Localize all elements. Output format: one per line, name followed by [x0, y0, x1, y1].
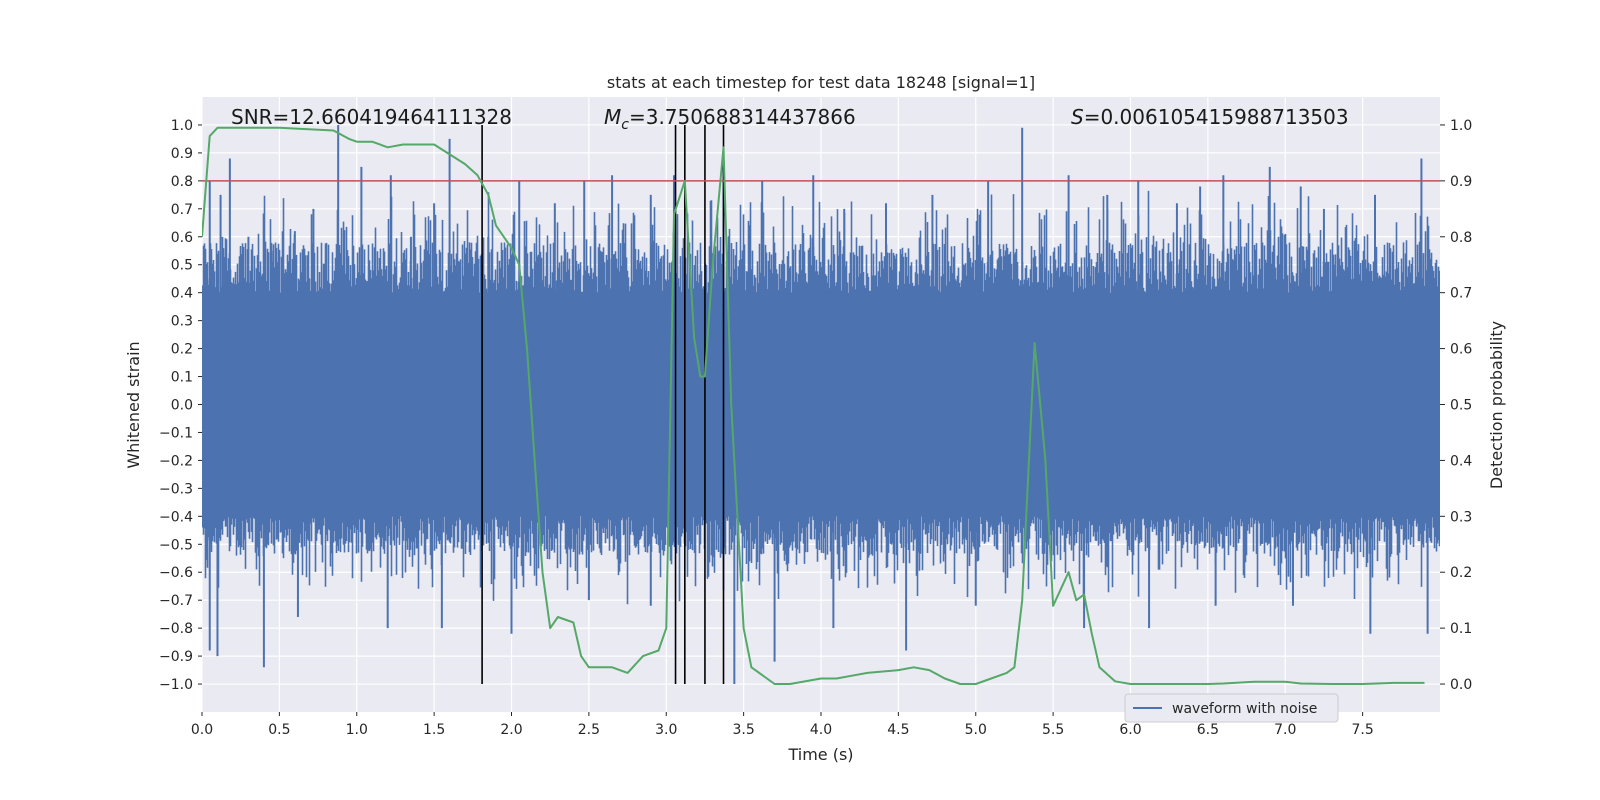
- y-ticks: 1.0 0.9 0.8 0.7 0.6 0.5 0.4 0.3 0.2 0.1 0.0 −0.1 −0.…: [159, 118, 202, 693]
- chart-title: stats at each timestep for test data 182…: [607, 73, 1035, 92]
- detection-probability-series: [202, 126, 1425, 685]
- x-ticks: 0.0 0.5 1.0 1.5 2.0 2.5 3.0 3.5 4.0 4.5 5.0 5.5 6.0 6…: [191, 712, 1374, 738]
- detection-probability-line: [202, 126, 1425, 685]
- y-tick-label: −0.8: [159, 621, 193, 637]
- y2-tick-label: 0.1: [1450, 621, 1472, 637]
- s-symbol: S: [1071, 105, 1084, 129]
- y2-tick-label: 1.0: [1450, 118, 1472, 134]
- y-tick-label: −0.6: [159, 565, 193, 581]
- y-tick-label: −0.7: [159, 593, 193, 609]
- x-tick-label: 1.5: [423, 722, 445, 738]
- y-tick-label: −0.9: [159, 649, 193, 665]
- y2-tick-label: 0.0: [1450, 677, 1472, 693]
- y-tick-label: 0.6: [171, 230, 193, 246]
- x-tick-label: 7.5: [1351, 722, 1373, 738]
- y-tick-label: 0.5: [171, 258, 193, 274]
- y-tick-label: −0.1: [159, 425, 193, 441]
- y2-tick-label: 0.9: [1450, 174, 1472, 190]
- y2-tick-label: 0.7: [1450, 286, 1472, 302]
- x-tick-label: 4.0: [810, 722, 832, 738]
- y2-tick-label: 0.6: [1450, 342, 1472, 358]
- waveform-series: [202, 124, 1440, 685]
- y-tick-label: 0.2: [171, 342, 193, 358]
- y-axis-label: Whitened strain: [124, 341, 143, 468]
- chirp-mass-annotation: Mc=3.750688314437866: [604, 105, 856, 133]
- y-tick-label: −1.0: [159, 677, 193, 693]
- y-tick-label: 0.0: [171, 398, 193, 414]
- y2-tick-label: 0.3: [1450, 509, 1472, 525]
- y-tick-label: −0.5: [159, 537, 193, 553]
- y-tick-label: −0.4: [159, 509, 193, 525]
- y2-tick-label: 0.4: [1450, 453, 1472, 469]
- s-annotation: S=0.006105415988713503: [1071, 105, 1349, 129]
- x-tick-label: 6.0: [1119, 722, 1141, 738]
- x-tick-label: 5.0: [965, 722, 987, 738]
- chirp-mass-symbol: M: [604, 105, 621, 129]
- y-tick-label: −0.2: [159, 453, 193, 469]
- y-tick-label: 0.8: [171, 174, 193, 190]
- x-tick-label: 4.5: [887, 722, 909, 738]
- y-tick-label: 0.7: [171, 202, 193, 218]
- y-tick-label: 0.1: [171, 370, 193, 386]
- y-tick-label: 0.3: [171, 314, 193, 330]
- x-tick-label: 5.5: [1042, 722, 1064, 738]
- x-tick-label: 1.0: [346, 722, 368, 738]
- s-value: =0.006105415988713503: [1084, 105, 1349, 129]
- y-tick-label: 1.0: [171, 118, 193, 134]
- vertical-marker-lines: [481, 124, 725, 685]
- y-tick-label: 0.9: [171, 146, 193, 162]
- x-tick-label: 0.5: [268, 722, 290, 738]
- chirp-mass-value: =3.750688314437866: [629, 105, 856, 129]
- y2-ticks: 1.0 0.9 0.8 0.7 0.6 0.5 0.4 0.3 0.2 0.1 0.0: [1440, 118, 1472, 693]
- y2-axis-label: Detection probability: [1487, 321, 1506, 489]
- x-tick-label: 6.5: [1197, 722, 1219, 738]
- legend-box: [1124, 693, 1339, 723]
- x-tick-label: 0.0: [191, 722, 213, 738]
- x-tick-label: 7.0: [1274, 722, 1296, 738]
- y2-tick-label: 0.5: [1450, 398, 1472, 414]
- x-tick-label: 3.0: [655, 722, 677, 738]
- snr-annotation: SNR=12.660419464111328: [231, 105, 512, 129]
- y-tick-label: 0.4: [171, 286, 193, 302]
- legend: waveform with noise: [1124, 693, 1339, 723]
- y2-tick-label: 0.8: [1450, 230, 1472, 246]
- x-axis-label: Time (s): [787, 745, 853, 764]
- x-tick-label: 2.0: [500, 722, 522, 738]
- waveform-body: [202, 190, 1440, 605]
- x-tick-label: 3.5: [732, 722, 754, 738]
- y2-tick-label: 0.2: [1450, 565, 1472, 581]
- chirp-mass-subscript: c: [621, 117, 629, 133]
- legend-label: waveform with noise: [1172, 701, 1317, 717]
- y-tick-label: −0.3: [159, 481, 193, 497]
- x-tick-label: 2.5: [578, 722, 600, 738]
